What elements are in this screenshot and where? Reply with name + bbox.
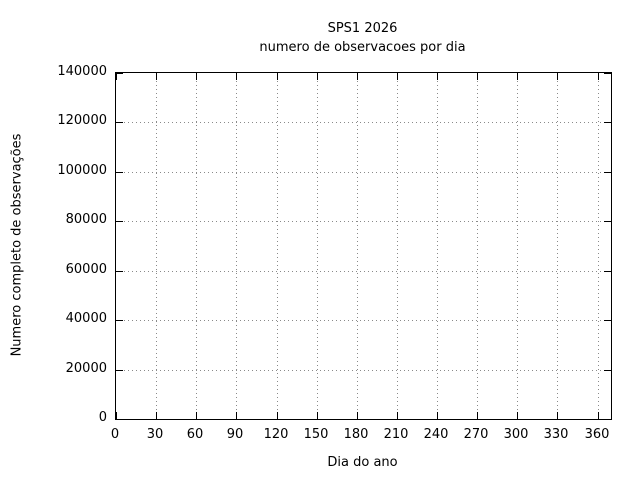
x-tick-mark-top xyxy=(437,73,438,80)
horizontal-gridline xyxy=(116,221,611,222)
x-tick-mark-top xyxy=(277,73,278,80)
x-tick-label: 300 xyxy=(503,427,529,442)
x-tick-label: 150 xyxy=(303,427,329,442)
y-tick-mark-left xyxy=(116,122,123,123)
x-tick-mark-bottom xyxy=(437,412,438,419)
x-tick-mark-bottom xyxy=(557,412,558,419)
y-tick-mark-right xyxy=(604,172,611,173)
x-tick-label: 210 xyxy=(383,427,409,442)
y-tick-mark-right xyxy=(604,271,611,272)
y-tick-label: 120000 xyxy=(57,113,107,128)
y-tick-mark-right xyxy=(604,419,611,420)
y-tick-label: 80000 xyxy=(65,212,107,227)
x-tick-mark-bottom xyxy=(277,412,278,419)
x-tick-label: 90 xyxy=(226,427,244,442)
x-tick-label: 30 xyxy=(146,427,164,442)
x-tick-mark-bottom xyxy=(196,412,197,419)
vertical-gridline xyxy=(236,73,237,419)
y-tick-mark-left xyxy=(116,73,123,74)
x-tick-mark-bottom xyxy=(397,412,398,419)
x-tick-mark-bottom xyxy=(477,412,478,419)
x-tick-mark-bottom xyxy=(116,412,117,419)
y-tick-mark-left xyxy=(116,271,123,272)
plot-area xyxy=(115,72,612,420)
vertical-gridline xyxy=(557,73,558,419)
x-tick-mark-bottom xyxy=(598,412,599,419)
vertical-gridline xyxy=(196,73,197,419)
x-tick-label: 120 xyxy=(263,427,289,442)
y-tick-mark-right xyxy=(604,73,611,74)
x-tick-mark-bottom xyxy=(517,412,518,419)
chart-title-block: SPS1 2026 numero de observacoes por dia xyxy=(115,19,610,57)
x-tick-mark-top xyxy=(156,73,157,80)
y-tick-mark-right xyxy=(604,122,611,123)
x-tick-label: 360 xyxy=(584,427,610,442)
y-tick-mark-left xyxy=(116,370,123,371)
x-tick-mark-top xyxy=(357,73,358,80)
x-tick-label: 60 xyxy=(186,427,204,442)
x-tick-label: 180 xyxy=(343,427,369,442)
horizontal-gridline xyxy=(116,271,611,272)
vertical-gridline xyxy=(517,73,518,419)
vertical-gridline xyxy=(156,73,157,419)
x-tick-label: 240 xyxy=(423,427,449,442)
x-tick-mark-top xyxy=(477,73,478,80)
vertical-gridline xyxy=(598,73,599,419)
y-tick-label: 100000 xyxy=(57,163,107,178)
horizontal-gridline xyxy=(116,320,611,321)
chart-title: SPS1 2026 xyxy=(327,21,398,36)
vertical-gridline xyxy=(397,73,398,419)
x-tick-mark-bottom xyxy=(317,412,318,419)
y-tick-mark-right xyxy=(604,221,611,222)
y-tick-label: 60000 xyxy=(65,262,107,277)
vertical-gridline xyxy=(477,73,478,419)
x-tick-label: 330 xyxy=(543,427,569,442)
y-tick-label: 0 xyxy=(98,410,107,425)
x-tick-mark-top xyxy=(397,73,398,80)
x-tick-mark-top xyxy=(317,73,318,80)
x-tick-mark-top xyxy=(517,73,518,80)
y-tick-label: 20000 xyxy=(65,361,107,376)
y-tick-mark-right xyxy=(604,370,611,371)
horizontal-gridline xyxy=(116,122,611,123)
x-tick-label: 270 xyxy=(463,427,489,442)
vertical-gridline xyxy=(277,73,278,419)
x-tick-mark-top xyxy=(236,73,237,80)
horizontal-gridline xyxy=(116,172,611,173)
x-tick-label: 0 xyxy=(110,427,120,442)
x-tick-mark-bottom xyxy=(156,412,157,419)
x-tick-mark-top xyxy=(557,73,558,80)
horizontal-gridline xyxy=(116,370,611,371)
chart-subtitle: numero de observacoes por dia xyxy=(259,40,466,55)
vertical-gridline xyxy=(437,73,438,419)
y-tick-mark-left xyxy=(116,172,123,173)
y-tick-label: 140000 xyxy=(57,64,107,79)
vertical-gridline xyxy=(357,73,358,419)
x-tick-mark-top xyxy=(196,73,197,80)
x-tick-mark-bottom xyxy=(357,412,358,419)
y-tick-label: 40000 xyxy=(65,311,107,326)
x-tick-mark-top xyxy=(116,73,117,80)
y-tick-mark-left xyxy=(116,419,123,420)
vertical-gridline xyxy=(317,73,318,419)
y-tick-mark-left xyxy=(116,221,123,222)
x-tick-mark-bottom xyxy=(236,412,237,419)
y-tick-mark-right xyxy=(604,320,611,321)
x-axis-label: Dia do ano xyxy=(327,455,398,470)
y-tick-mark-left xyxy=(116,320,123,321)
x-tick-mark-top xyxy=(598,73,599,80)
